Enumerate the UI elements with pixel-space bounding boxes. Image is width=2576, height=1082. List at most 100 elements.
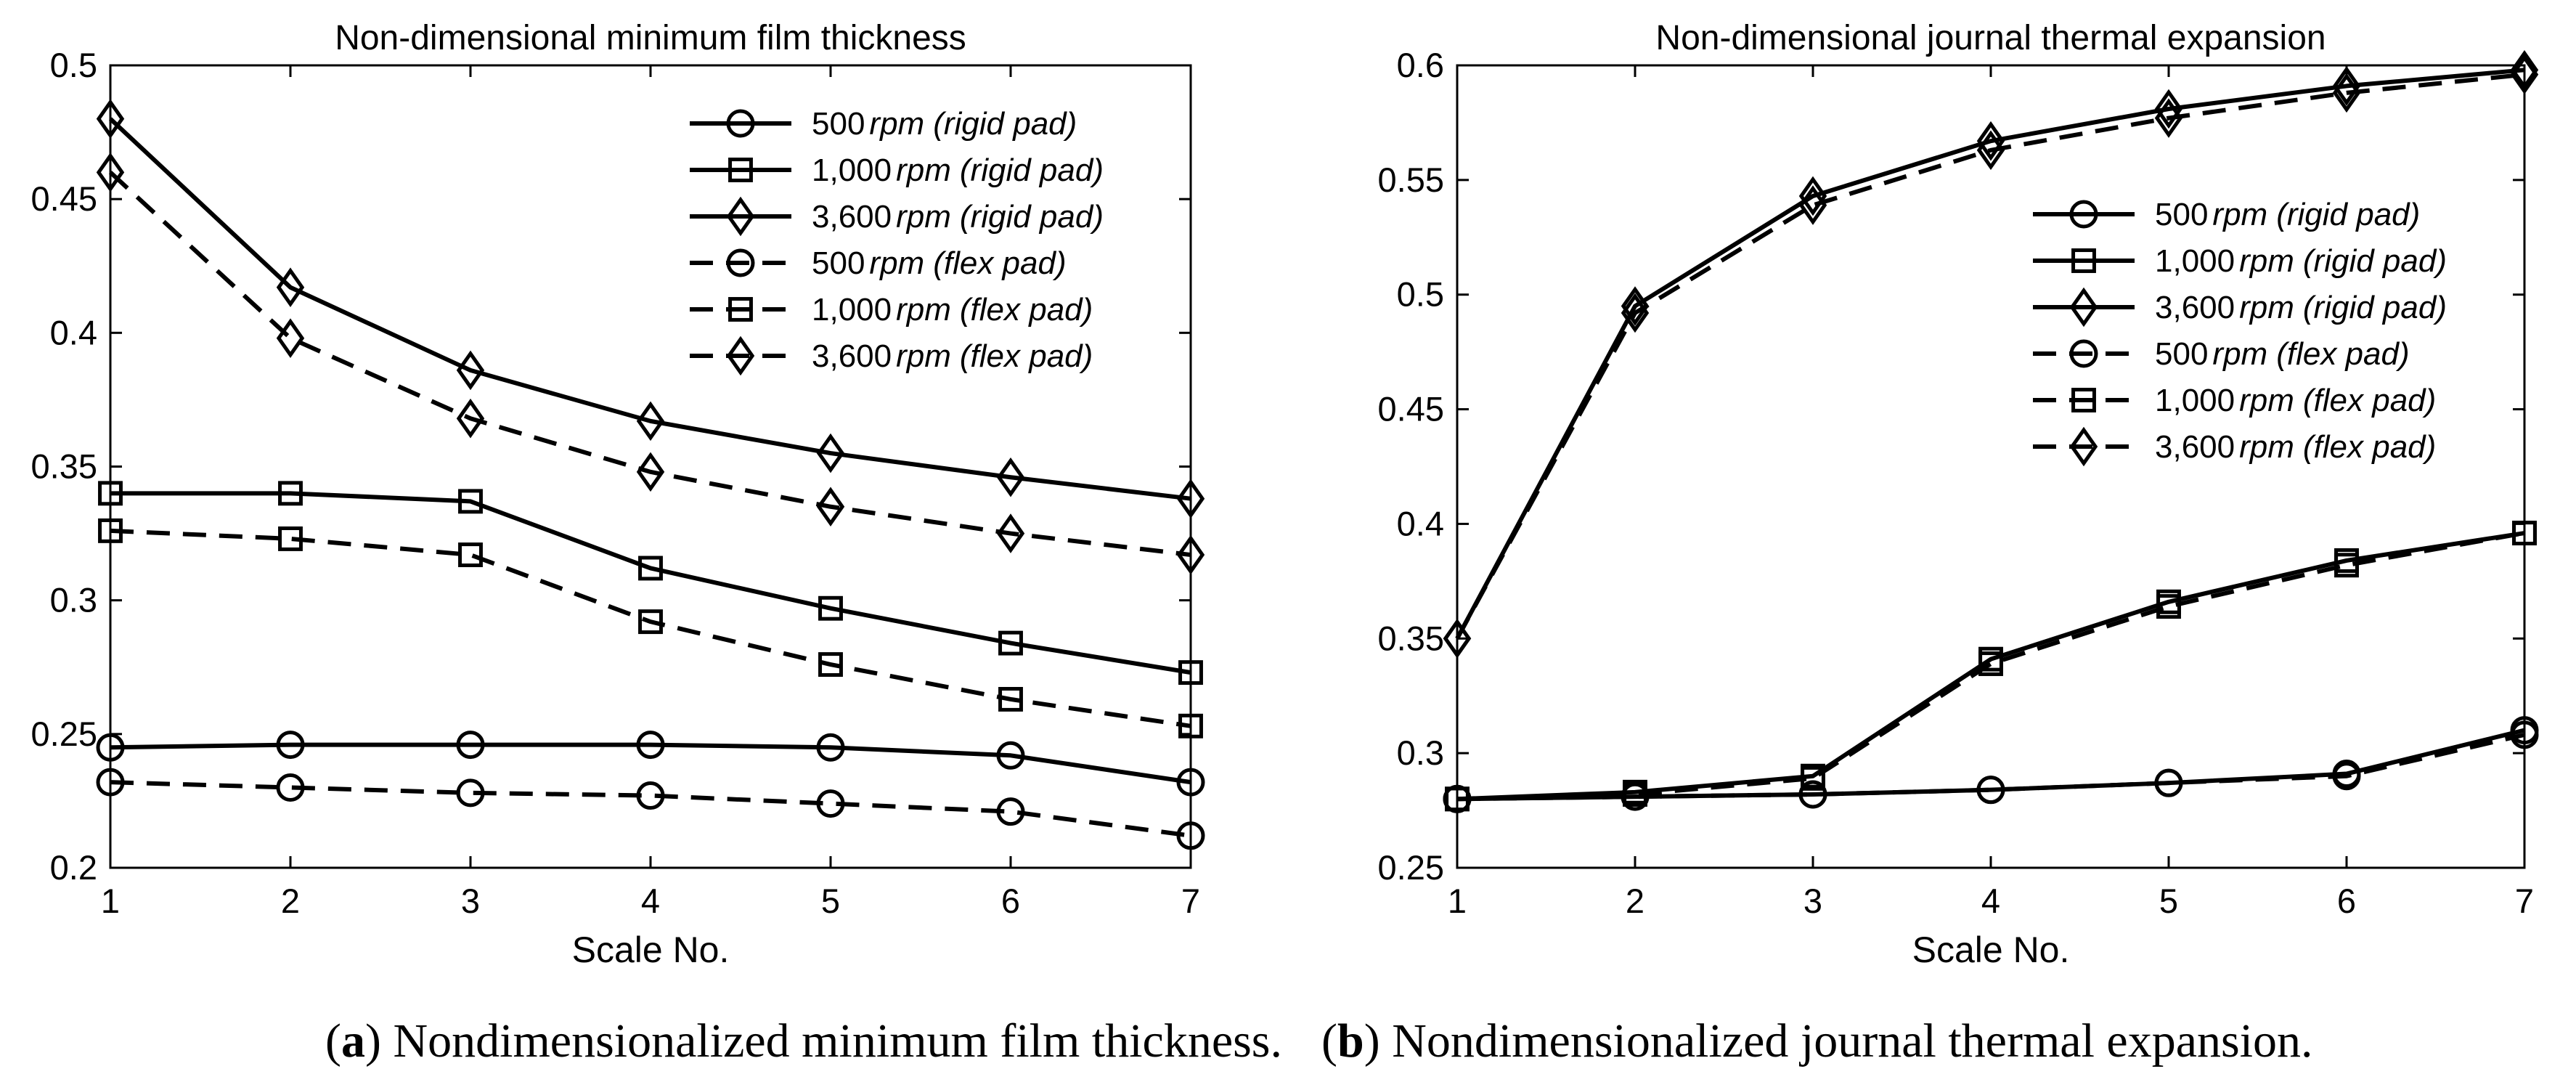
x-tick-label: 4	[1981, 882, 2000, 920]
x-tick-label: 1	[101, 882, 120, 920]
data-point-diamond	[636, 401, 665, 442]
data-point-square	[98, 518, 123, 543]
legend-entry-label: 1,000 rpm (rigid pad)	[2155, 243, 2447, 279]
legend-marker-diamond	[2069, 426, 2098, 467]
series-3	[96, 768, 1205, 850]
data-point-square	[458, 542, 483, 567]
legend-entry-label: 500 rpm (flex pad)	[2155, 336, 2410, 372]
y-tick-label: 0.45	[31, 179, 97, 218]
x-tick-label: 6	[2337, 882, 2356, 920]
legend-marker-circle	[726, 109, 755, 138]
data-point-circle	[96, 768, 125, 797]
series-4	[98, 518, 1203, 739]
data-point-square	[1623, 782, 1647, 807]
data-point-circle	[456, 731, 485, 760]
caption-b: (b) Nondimensionalized journal thermal e…	[1321, 1014, 2313, 1067]
data-point-square	[458, 489, 483, 514]
data-point-square	[818, 652, 843, 678]
legend-marker-square	[2071, 248, 2096, 273]
x-tick-label: 2	[281, 882, 300, 920]
legend: 500 rpm (rigid pad) 1,000 rpm (rigid pad) 3,60…	[2033, 197, 2447, 467]
series-line	[110, 742, 1191, 785]
data-point-diamond	[2332, 73, 2361, 113]
series-line	[1455, 68, 2525, 640]
data-point-circle	[636, 731, 665, 760]
data-point-square	[638, 556, 663, 581]
data-point-circle	[456, 778, 485, 808]
legend-entry-label: 3,600 rpm (rigid pad)	[2155, 290, 2447, 325]
data-point-diamond	[96, 152, 125, 192]
data-point-circle	[2510, 720, 2539, 749]
x-axis-label: Scale No.	[1912, 930, 2070, 970]
data-point-diamond	[1443, 618, 1472, 659]
y-tick-label: 0.4	[1397, 504, 1444, 542]
series-4	[1445, 521, 2537, 812]
data-point-diamond	[1176, 479, 1205, 518]
chart-title: Non-dimensional journal thermal expansio…	[1655, 19, 2326, 57]
x-tick-label: 7	[2515, 882, 2534, 920]
data-point-diamond	[1176, 534, 1205, 575]
data-point-diamond	[996, 457, 1025, 497]
legend-entry-label: 1,000 rpm (rigid pad)	[812, 152, 1104, 188]
caption-a-text: Nondimensionalized minimum film thicknes…	[381, 1014, 1282, 1067]
data-point-square	[998, 687, 1023, 712]
y-tick-label: 0.5	[50, 46, 97, 84]
caption-a: (a) Nondimensionalized minimum film thic…	[325, 1014, 1282, 1067]
x-axis-label: Scale No.	[572, 930, 730, 970]
data-point-diamond	[1621, 293, 1650, 333]
data-point-diamond	[1976, 130, 2005, 171]
legend-entry-label: 1,000 rpm (flex pad)	[2155, 383, 2436, 418]
data-point-diamond	[2154, 98, 2183, 138]
legend: 500 rpm (rigid pad) 1,000 rpm (rigid pad) 3,60…	[690, 106, 1104, 376]
data-point-square	[1178, 660, 1203, 686]
data-point-diamond	[816, 433, 845, 473]
data-point-diamond	[2154, 89, 2183, 129]
caption-a-label: a	[341, 1014, 365, 1067]
legend-marker-square	[728, 297, 753, 322]
data-point-circle	[1176, 768, 1205, 797]
series-line	[108, 171, 1191, 558]
y-tick-label: 0.6	[1397, 46, 1444, 84]
legend-marker-square	[728, 158, 753, 182]
data-point-diamond	[1621, 286, 1650, 326]
data-point-diamond	[2510, 50, 2539, 90]
data-point-square	[98, 481, 123, 506]
data-point-circle	[2332, 762, 2361, 791]
y-tick-label: 0.55	[1378, 160, 1444, 199]
data-point-square	[2334, 553, 2359, 578]
data-point-diamond	[1798, 185, 1827, 225]
x-tick-label: 1	[1448, 882, 1467, 920]
data-point-circle	[1976, 776, 2005, 805]
data-point-diamond	[2332, 66, 2361, 106]
y-tick-label: 0.25	[31, 715, 97, 753]
series-line	[108, 117, 1191, 501]
data-point-circle	[276, 773, 305, 802]
data-point-square	[278, 481, 303, 506]
legend-entry-label: 500 rpm (rigid pad)	[812, 106, 1077, 142]
legend-marker-diamond	[726, 196, 755, 237]
x-tick-label: 5	[2159, 882, 2178, 920]
series-5	[1443, 54, 2539, 659]
series-line	[110, 491, 1191, 675]
data-point-circle	[996, 741, 1025, 770]
y-tick-label: 0.2	[50, 848, 97, 887]
data-point-diamond	[96, 99, 125, 139]
data-point-square	[998, 630, 1023, 656]
legend-entry-label: 3,600 rpm (rigid pad)	[812, 199, 1104, 235]
x-tick-label: 3	[1803, 882, 1822, 920]
data-point-circle	[996, 797, 1025, 826]
x-tick-label: 4	[641, 882, 660, 920]
series-line	[1455, 72, 2525, 640]
series-5	[96, 152, 1205, 575]
y-tick-label: 0.3	[50, 581, 97, 619]
data-point-diamond	[636, 452, 665, 492]
x-tick-label: 3	[461, 882, 480, 920]
legend-entry-label: 3,600 rpm (flex pad)	[812, 338, 1093, 374]
legend-entry-label: 1,000 rpm (flex pad)	[812, 292, 1093, 328]
data-point-diamond	[456, 398, 485, 439]
data-point-square	[2512, 521, 2537, 546]
legend-entry-label: 3,600 rpm (flex pad)	[2155, 429, 2436, 465]
legend-entry-label: 500 rpm (rigid pad)	[2155, 197, 2420, 232]
series-line	[1456, 531, 2525, 802]
